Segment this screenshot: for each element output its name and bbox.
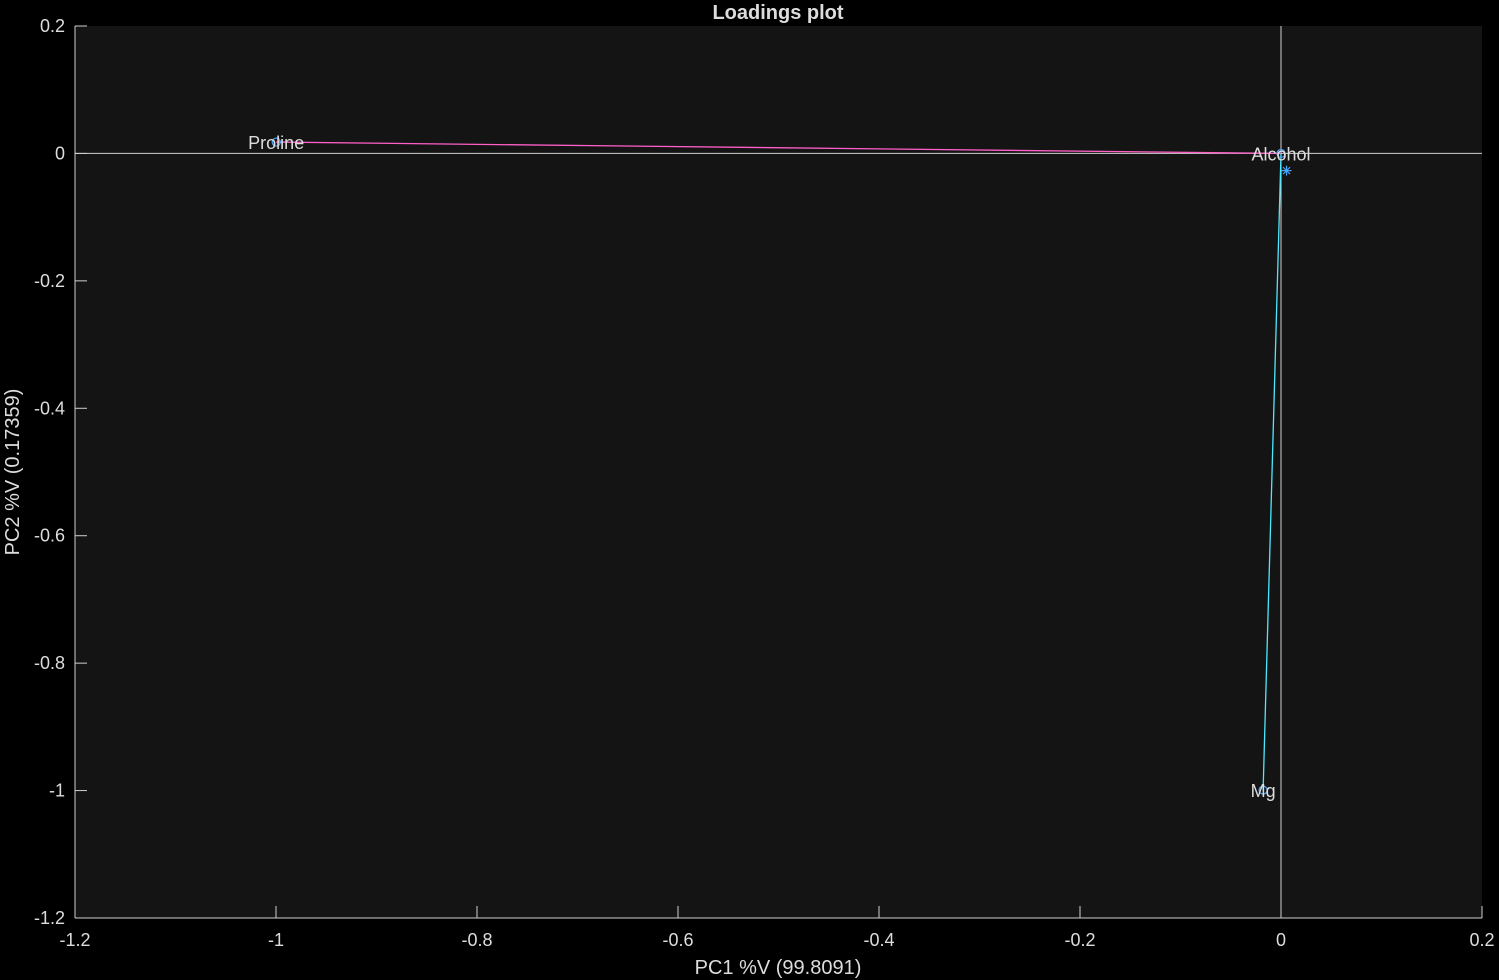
point-labels: Proline Alcohol Mg <box>248 133 1310 801</box>
x-ticks: -1.2 -1 -0.8 -0.6 -0.4 -0.2 0 0.2 <box>59 906 1495 950</box>
x-tick-label: -0.4 <box>863 930 894 950</box>
x-tick-label: 0.2 <box>1469 930 1494 950</box>
mg-label: Mg <box>1251 781 1276 801</box>
mg-vector <box>1262 153 1282 791</box>
y-tick-label: -1 <box>49 781 65 801</box>
x-tick-label: -0.2 <box>1064 930 1095 950</box>
proline-vector <box>276 141 1282 155</box>
x-tick-label: -1.2 <box>59 930 90 950</box>
y-tick-label: 0 <box>55 143 65 163</box>
loading-vectors <box>276 141 1282 791</box>
loading-markers <box>271 137 1292 795</box>
y-tick-label: -0.4 <box>34 398 65 418</box>
x-tick-label: -0.6 <box>662 930 693 950</box>
x-tick-label: -1 <box>268 930 284 950</box>
y-tick-label: -0.8 <box>34 653 65 673</box>
y-tick-label: 0.2 <box>40 16 65 36</box>
x-tick-label: -0.8 <box>461 930 492 950</box>
plot-area <box>75 26 1482 918</box>
alcohol-label: Alcohol <box>1251 144 1310 164</box>
proline-label: Proline <box>248 133 304 153</box>
proline-marker <box>271 137 281 147</box>
axes <box>74 26 1482 919</box>
x-tick-label: 0 <box>1276 930 1286 950</box>
y-ticks: -1.2 -1 -0.8 -0.6 -0.4 -0.2 0 0.2 <box>34 16 87 928</box>
alcohol-marker <box>1276 148 1286 159</box>
y-tick-label: -0.2 <box>34 271 65 291</box>
y-tick-label: -1.2 <box>34 908 65 928</box>
y-tick-label: -0.6 <box>34 526 65 546</box>
asterisk-marker <box>1281 165 1292 176</box>
y-axis-label: PC2 %V (0.17359) <box>2 389 24 556</box>
mg-marker <box>1258 785 1268 795</box>
x-axis-label: PC1 %V (99.8091) <box>695 957 862 979</box>
chart-title: Loadings plot <box>712 2 843 24</box>
